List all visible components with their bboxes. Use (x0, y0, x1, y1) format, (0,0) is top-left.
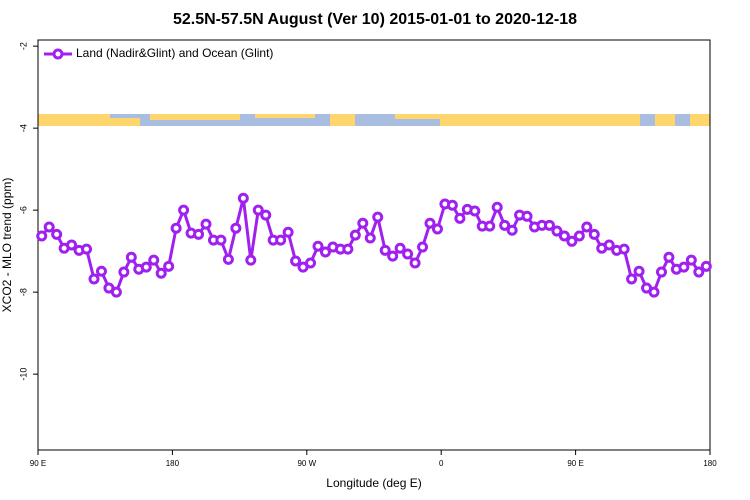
data-point (110, 286, 122, 298)
data-point (43, 221, 55, 233)
data-point (349, 229, 361, 241)
x-tick-label: 90 E (30, 459, 46, 468)
data-point (81, 243, 93, 255)
data-point (237, 192, 249, 204)
y-tick-label: -6 (18, 206, 28, 214)
data-point (245, 254, 257, 266)
data-point (282, 226, 294, 238)
legend-label: Land (Nadir&Glint) and Ocean (Glint) (76, 46, 273, 60)
data-point (342, 243, 354, 255)
x-tick-label: 90 E (567, 459, 583, 468)
data-point (305, 257, 317, 269)
data-point (319, 246, 331, 258)
data-point (685, 254, 697, 266)
data-point (125, 251, 137, 263)
data-point (275, 234, 287, 246)
data-point (491, 201, 503, 213)
data-point (633, 265, 645, 277)
data-point (215, 234, 227, 246)
data-point (588, 228, 600, 240)
data-point (155, 267, 167, 279)
data-point (387, 250, 399, 262)
data-point (693, 266, 705, 278)
data-point (290, 255, 302, 267)
data-point (118, 266, 130, 278)
data-point (95, 265, 107, 277)
data-point (222, 253, 234, 265)
data-point (454, 212, 466, 224)
data-point (260, 209, 272, 221)
y-tick-label: -10 (18, 368, 28, 381)
data-point (558, 230, 570, 242)
data-point (655, 266, 667, 278)
data-point (417, 241, 429, 253)
data-point (372, 211, 384, 223)
legend: Land (Nadir&Glint) and Ocean (Glint) (44, 46, 273, 60)
data-point (193, 228, 205, 240)
data-point (163, 260, 175, 272)
data-point (312, 240, 324, 252)
y-tick-label: -2 (18, 42, 28, 50)
x-tick-label: 180 (703, 459, 717, 468)
data-point (178, 204, 190, 216)
data-point (364, 232, 376, 244)
data-point (409, 257, 421, 269)
data-point (357, 217, 369, 229)
data-point (506, 224, 518, 236)
data-point (648, 286, 660, 298)
data-point (678, 261, 690, 273)
map-strip (38, 114, 710, 126)
data-point (431, 223, 443, 235)
data-point (402, 248, 414, 260)
x-tick-label: 180 (166, 459, 180, 468)
data-point (603, 239, 615, 251)
y-axis-label: XCO2 - MLO trend (ppm) (0, 178, 14, 313)
data-point (252, 204, 264, 216)
data-point (424, 217, 436, 229)
plot-frame (37, 39, 711, 451)
data-point (394, 242, 406, 254)
x-tick-label: 90 W (297, 459, 316, 468)
data-point (66, 239, 78, 251)
data-point (469, 205, 481, 217)
data-point (566, 235, 578, 247)
data-point (700, 260, 712, 272)
data-point (626, 273, 638, 285)
data-point (581, 221, 593, 233)
chart-title: 52.5N-57.5N August (Ver 10) 2015-01-01 t… (173, 11, 577, 28)
legend-marker (52, 48, 64, 60)
data-point (230, 222, 242, 234)
data-point (140, 261, 152, 273)
data-point (521, 210, 533, 222)
data-point (543, 219, 555, 231)
data-point (148, 254, 160, 266)
data-point (551, 225, 563, 237)
data-point (51, 228, 63, 240)
data-point (379, 244, 391, 256)
data-point (499, 219, 511, 231)
x-tick-label: 0 (439, 459, 444, 468)
data-point (170, 222, 182, 234)
y-tick-label: -8 (18, 288, 28, 296)
data-point (573, 230, 585, 242)
data-point (663, 251, 675, 263)
data-point (484, 220, 496, 232)
x-axis-label: Longitude (deg E) (326, 476, 421, 490)
data-point (200, 218, 212, 230)
data-point (618, 243, 630, 255)
y-tick-label: -4 (18, 124, 28, 132)
data-point (88, 273, 100, 285)
data-point (446, 199, 458, 211)
data-point (36, 230, 48, 242)
